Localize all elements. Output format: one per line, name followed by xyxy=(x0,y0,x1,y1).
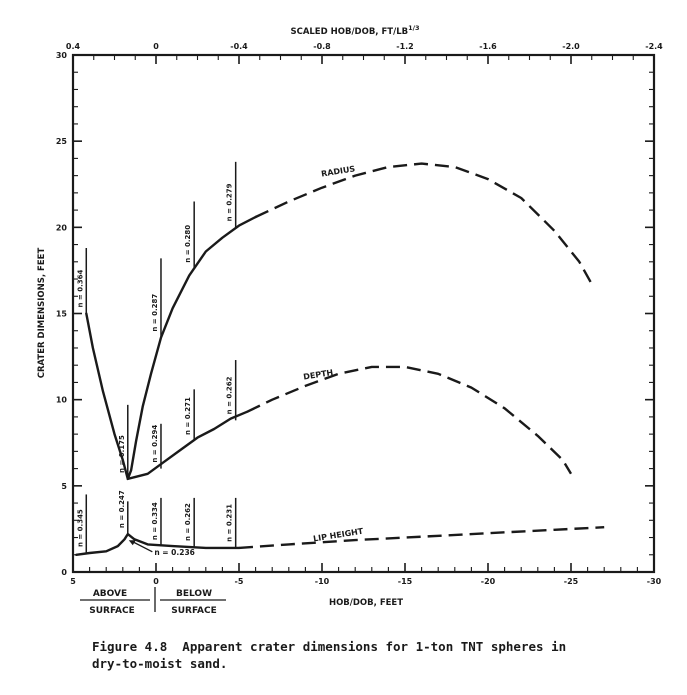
y-tick-label: 30 xyxy=(56,51,68,60)
n-marker-label: n = 0.262 xyxy=(226,376,234,414)
n-marker-label: n = 0.294 xyxy=(151,425,159,463)
x2-tick-label: -1.6 xyxy=(479,42,497,51)
depth-solid-line xyxy=(126,410,249,481)
n-marker-label: n = 0.175 xyxy=(118,435,126,473)
n-marker-label: n = 0.345 xyxy=(76,509,84,547)
x-tick-label: -30 xyxy=(647,577,662,586)
n-marker-arrowhead xyxy=(128,540,136,546)
depth-series-label: DEPTH xyxy=(303,368,334,382)
x-tick-label: 0 xyxy=(153,577,159,586)
plot-border xyxy=(71,53,656,574)
y-tick-label: 10 xyxy=(56,396,68,405)
plot-frame xyxy=(71,53,656,574)
radius-dashed-line xyxy=(255,162,592,284)
below-label: BELOW xyxy=(176,589,212,599)
caption-line-1: Figure 4.8 Apparent crater dimensions fo… xyxy=(92,639,567,654)
n-marker-label: n = 0.287 xyxy=(151,294,159,332)
n-marker-label: n = 0.364 xyxy=(76,270,84,308)
y-tick-label: 0 xyxy=(61,568,67,577)
x-tick-label: -10 xyxy=(315,577,330,586)
n-marker-label: n = 0.247 xyxy=(118,490,126,528)
x2-tick-label: -2.0 xyxy=(562,42,580,51)
n-marker-horizontal-label: n = 0.236 xyxy=(154,548,195,557)
x-tick-label: -25 xyxy=(564,577,579,586)
n-marker-label: n = 0.271 xyxy=(184,397,192,435)
n-marker-label: n = 0.334 xyxy=(151,502,159,540)
below-surface-label: SURFACE xyxy=(171,606,217,616)
n-marker-label: n = 0.279 xyxy=(226,183,234,221)
top-axis-label-text: SCALED HOB/DOB, FT/LB xyxy=(290,27,408,37)
top-axis: 0.4 0 -0.4 -0.8 -1.2 -1.6 -2.0 -2.4 xyxy=(66,42,663,64)
lip-height-dashed-line xyxy=(238,526,605,550)
x-tick-label: -20 xyxy=(481,577,496,586)
x2-tick-label: -0.8 xyxy=(313,42,331,51)
x-axis-label: HOB/DOB, FEET xyxy=(329,598,403,608)
y-tick-label: 5 xyxy=(61,482,67,491)
n-marker-layer: n = 0.364 n = 0.345 n = 0.175 n = 0.247 n = … xyxy=(76,161,237,557)
depth-dashed-line xyxy=(246,365,573,475)
y-tick-label: 20 xyxy=(56,223,68,232)
surface-region-labels: ABOVE SURFACE BELOW SURFACE xyxy=(80,587,226,616)
y-axis-label: CRATER DIMENSIONS, FEET xyxy=(37,248,47,379)
top-axis-label: SCALED HOB/DOB, FT/LB1/3 xyxy=(290,24,419,37)
above-surface-label: SURFACE xyxy=(89,606,135,616)
above-label: ABOVE xyxy=(93,589,127,599)
x2-tick-label: -1.2 xyxy=(396,42,414,51)
y-tick-label: 15 xyxy=(56,310,68,319)
top-axis-label-superscript: 1/3 xyxy=(408,24,419,32)
radius-series-label: RADIUS xyxy=(321,164,356,178)
figure-caption: Figure 4.8 Apparent crater dimensions fo… xyxy=(92,638,662,672)
y-tick-label: 25 xyxy=(56,137,68,146)
x2-tick-label: 0 xyxy=(153,42,159,51)
left-axis: 0 5 10 15 20 25 30 xyxy=(56,51,654,577)
x-tick-label: 5 xyxy=(70,577,76,586)
caption-line-2: dry-to-moist sand. xyxy=(92,656,228,671)
lip-height-solid-line xyxy=(75,532,241,556)
n-marker-arrow-line xyxy=(131,540,153,553)
x2-tick-label: 0.4 xyxy=(66,42,81,51)
x-tick-label: -15 xyxy=(398,577,413,586)
x2-tick-label: -2.4 xyxy=(645,42,663,51)
n-marker-label: n = 0.280 xyxy=(184,225,192,263)
radius-solid-line xyxy=(85,215,257,481)
n-marker-label: n = 0.231 xyxy=(226,504,234,542)
x-tick-label: -5 xyxy=(235,577,244,586)
x2-tick-label: -0.4 xyxy=(230,42,248,51)
axis-labels: CRATER DIMENSIONS, FEET HOB/DOB, FEET SC… xyxy=(37,24,420,608)
bottom-axis: 5 0 -5 -10 -15 -20 -25 -30 xyxy=(70,563,662,586)
n-marker-label: n = 0.262 xyxy=(184,503,192,541)
